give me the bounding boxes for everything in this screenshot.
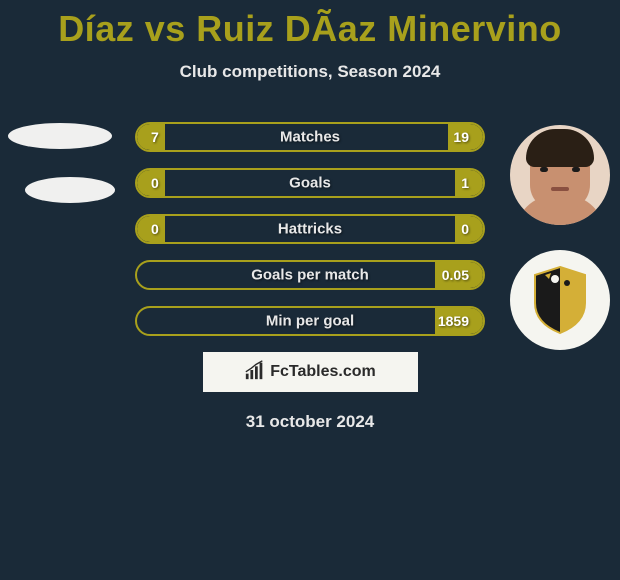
stat-row: 7 Matches 19 bbox=[135, 122, 485, 152]
stat-label: Goals per match bbox=[251, 267, 369, 284]
date-text: 31 october 2024 bbox=[0, 412, 620, 432]
player-left-avatar-1 bbox=[8, 123, 112, 149]
player-right-avatar bbox=[510, 125, 610, 225]
stat-value-right: 0.05 bbox=[442, 267, 469, 283]
stat-label: Matches bbox=[280, 129, 340, 146]
stat-value-right: 0 bbox=[461, 221, 469, 237]
stat-value-left: 0 bbox=[151, 175, 159, 191]
club-badge bbox=[510, 250, 610, 350]
footer-brand-box: FcTables.com bbox=[203, 352, 418, 392]
stat-row: 0 Hattricks 0 bbox=[135, 214, 485, 244]
page-title: Díaz vs Ruiz DÃ­az Minervino bbox=[0, 0, 620, 50]
stat-row: Goals per match 0.05 bbox=[135, 260, 485, 290]
stat-value-right: 1859 bbox=[438, 313, 469, 329]
stats-container: 7 Matches 19 0 Goals 1 0 Hattricks 0 Goa… bbox=[135, 122, 485, 336]
stat-value-left: 0 bbox=[151, 221, 159, 237]
chart-icon bbox=[244, 359, 266, 386]
stat-row: 0 Goals 1 bbox=[135, 168, 485, 198]
stat-label: Goals bbox=[289, 175, 331, 192]
footer-brand-text: FcTables.com bbox=[270, 363, 376, 381]
stat-row: Min per goal 1859 bbox=[135, 306, 485, 336]
stat-label: Hattricks bbox=[278, 221, 342, 238]
subtitle: Club competitions, Season 2024 bbox=[0, 62, 620, 82]
player-left-avatar-2 bbox=[25, 177, 115, 203]
stat-value-right: 1 bbox=[461, 175, 469, 191]
stat-value-left: 7 bbox=[151, 129, 159, 145]
shield-icon bbox=[531, 265, 589, 335]
stat-label: Min per goal bbox=[266, 313, 354, 330]
stat-value-right: 19 bbox=[453, 129, 469, 145]
